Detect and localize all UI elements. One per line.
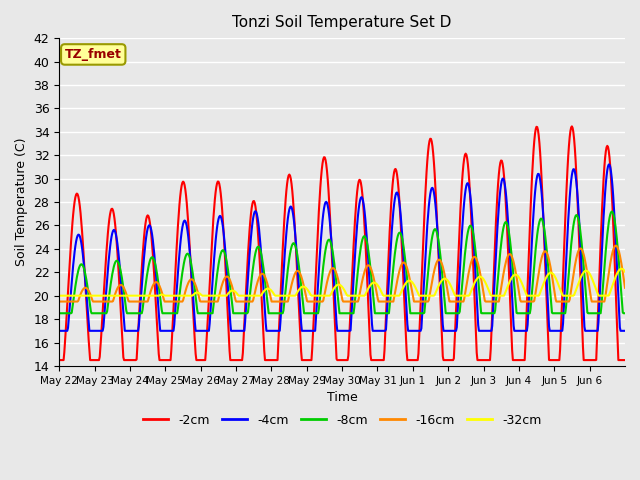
-8cm [275, 311, 283, 316]
-32cm [618, 266, 625, 272]
-32cm [401, 282, 408, 288]
Y-axis label: Soil Temperature (C): Soil Temperature (C) [15, 138, 28, 266]
-32cm [621, 269, 629, 275]
-2cm [621, 357, 629, 363]
-2cm [254, 225, 262, 231]
-2cm [568, 123, 576, 129]
-8cm [55, 311, 63, 316]
-4cm [432, 209, 440, 215]
-32cm [55, 293, 63, 299]
-8cm [122, 302, 129, 308]
-4cm [122, 328, 129, 334]
-2cm [275, 327, 283, 333]
-32cm [432, 288, 440, 294]
-4cm [55, 328, 63, 334]
Legend: -2cm, -4cm, -8cm, -16cm, -32cm: -2cm, -4cm, -8cm, -16cm, -32cm [138, 409, 547, 432]
-32cm [254, 293, 262, 299]
-16cm [401, 260, 408, 265]
-4cm [621, 328, 629, 334]
-16cm [432, 261, 440, 267]
-4cm [605, 162, 612, 168]
-8cm [432, 228, 440, 233]
-8cm [401, 250, 408, 256]
-2cm [55, 357, 63, 363]
-32cm [122, 293, 129, 299]
-8cm [621, 311, 629, 316]
-16cm [621, 285, 629, 290]
Line: -4cm: -4cm [59, 165, 625, 331]
-2cm [226, 348, 234, 354]
-16cm [275, 299, 283, 304]
Line: -32cm: -32cm [59, 269, 625, 296]
-8cm [226, 279, 234, 285]
-4cm [275, 328, 283, 334]
-8cm [608, 209, 616, 215]
X-axis label: Time: Time [326, 391, 358, 404]
-16cm [612, 243, 620, 249]
Text: TZ_fmet: TZ_fmet [65, 48, 122, 61]
-2cm [122, 357, 129, 363]
-4cm [254, 215, 262, 221]
-2cm [432, 198, 440, 204]
Line: -16cm: -16cm [59, 246, 625, 301]
-4cm [226, 309, 234, 315]
-16cm [226, 276, 234, 282]
-16cm [55, 299, 63, 304]
-8cm [254, 244, 262, 250]
-2cm [401, 300, 408, 306]
-32cm [226, 289, 234, 295]
Title: Tonzi Soil Temperature Set D: Tonzi Soil Temperature Set D [232, 15, 452, 30]
Line: -2cm: -2cm [59, 126, 625, 360]
Line: -8cm: -8cm [59, 212, 625, 313]
-16cm [254, 279, 262, 285]
-16cm [122, 289, 129, 295]
-4cm [401, 268, 408, 274]
-32cm [275, 293, 283, 299]
